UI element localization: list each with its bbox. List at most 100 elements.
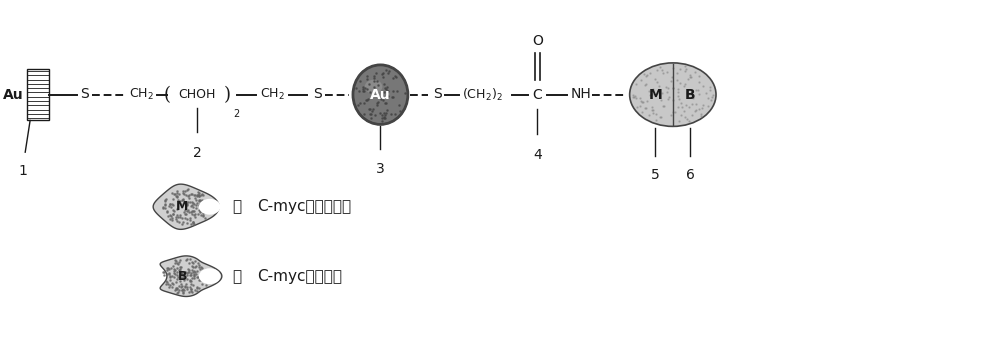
- Point: [365, 106, 381, 111]
- Point: [667, 109, 683, 114]
- Point: [159, 209, 175, 215]
- Point: [702, 84, 718, 90]
- Point: [175, 191, 191, 196]
- Point: [176, 191, 192, 196]
- Point: [180, 193, 196, 199]
- Point: [177, 283, 193, 289]
- Text: C: C: [533, 88, 542, 102]
- Point: [164, 190, 180, 196]
- Point: [380, 93, 396, 99]
- Point: [162, 201, 178, 207]
- Text: Au: Au: [3, 88, 23, 102]
- Point: [687, 69, 703, 75]
- Point: [648, 117, 664, 123]
- Point: [691, 73, 707, 79]
- Point: [700, 103, 716, 109]
- Point: [187, 211, 203, 217]
- Point: [170, 289, 186, 295]
- Point: [175, 273, 191, 279]
- Point: [176, 277, 192, 283]
- Point: [174, 271, 190, 277]
- Text: 1: 1: [19, 164, 28, 178]
- Point: [375, 97, 391, 102]
- Point: [192, 201, 208, 207]
- Point: [188, 198, 204, 203]
- Point: [198, 282, 214, 288]
- Point: [633, 77, 649, 83]
- Point: [175, 198, 191, 203]
- Point: [669, 77, 685, 83]
- Point: [185, 221, 201, 226]
- Point: [351, 88, 367, 94]
- Point: [659, 89, 675, 95]
- Point: [374, 112, 390, 118]
- Point: [178, 192, 194, 198]
- Point: [670, 86, 686, 92]
- Point: [161, 203, 177, 209]
- Point: [191, 198, 207, 204]
- Point: [189, 274, 205, 280]
- Point: [356, 88, 372, 94]
- Point: [195, 202, 211, 208]
- Point: [186, 192, 202, 198]
- Point: [705, 93, 721, 98]
- Bar: [27, 69, 49, 120]
- Point: [376, 116, 392, 121]
- Point: [165, 207, 181, 213]
- Point: [155, 270, 171, 275]
- Point: [179, 201, 195, 207]
- Point: [369, 100, 385, 105]
- Point: [192, 208, 208, 214]
- Point: [193, 265, 209, 270]
- Point: [188, 263, 204, 269]
- Point: [180, 266, 196, 272]
- Point: [164, 201, 180, 207]
- Point: [193, 199, 209, 204]
- Point: [166, 268, 182, 274]
- Point: [180, 269, 196, 275]
- Point: [633, 98, 649, 104]
- Point: [184, 208, 200, 214]
- Point: [195, 213, 211, 219]
- Point: [683, 74, 699, 80]
- Point: [192, 201, 208, 207]
- Point: [359, 98, 375, 103]
- Point: [187, 264, 203, 270]
- Point: [169, 206, 185, 212]
- Ellipse shape: [630, 63, 716, 126]
- Point: [357, 85, 373, 91]
- Point: [191, 285, 207, 291]
- Point: [355, 88, 371, 94]
- Point: [693, 112, 709, 117]
- Point: [167, 267, 183, 273]
- Point: [179, 284, 195, 289]
- Point: [166, 208, 182, 214]
- Point: [679, 116, 695, 121]
- Point: [392, 109, 408, 114]
- Point: [186, 268, 202, 274]
- Point: [194, 191, 210, 196]
- Point: [388, 74, 404, 80]
- Point: [642, 70, 658, 76]
- Point: [174, 270, 190, 276]
- Point: [362, 111, 378, 116]
- Point: [166, 274, 182, 280]
- Point: [164, 273, 180, 279]
- Point: [673, 113, 689, 118]
- Point: [169, 212, 185, 217]
- Point: [367, 112, 383, 118]
- Point: [165, 211, 181, 217]
- Text: ): ): [224, 86, 231, 104]
- Point: [676, 108, 692, 114]
- Point: [157, 201, 173, 206]
- Point: [178, 281, 194, 287]
- Point: [380, 89, 396, 94]
- Point: [158, 196, 174, 202]
- Point: [687, 109, 703, 114]
- Point: [377, 116, 393, 121]
- Point: [157, 197, 173, 202]
- Point: [179, 272, 195, 278]
- Point: [654, 90, 670, 96]
- Point: [168, 279, 184, 284]
- Point: [169, 277, 185, 282]
